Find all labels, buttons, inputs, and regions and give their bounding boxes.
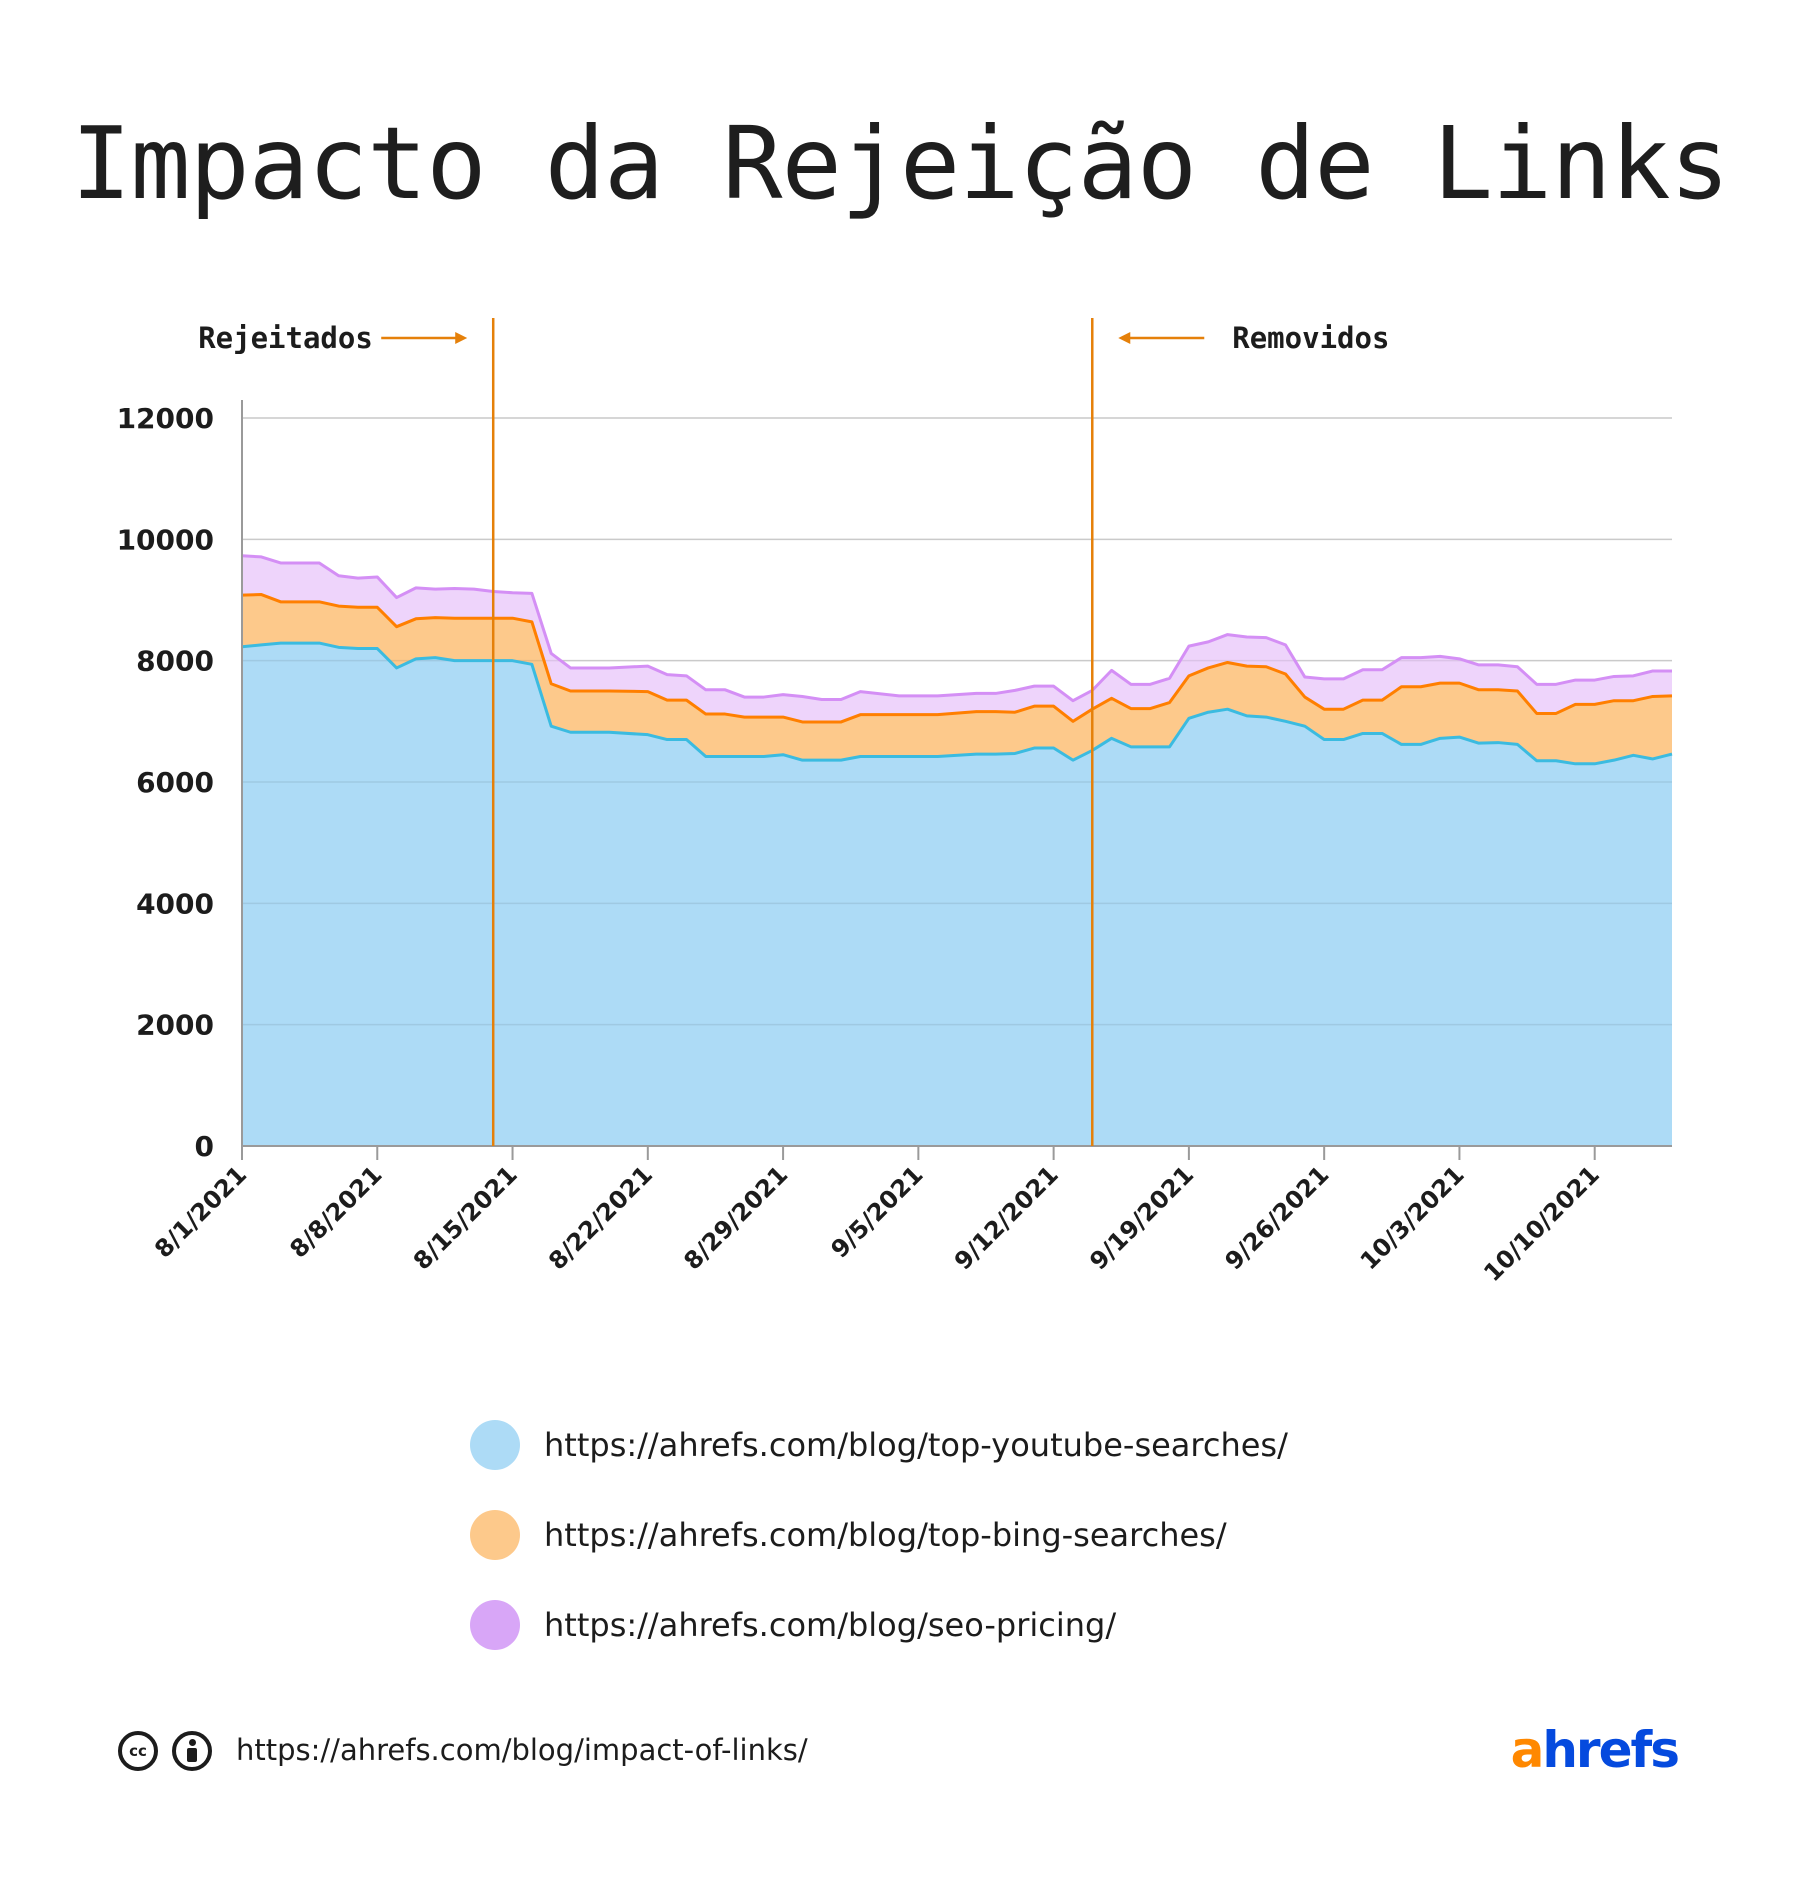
y-tick-0: 0: [195, 1130, 214, 1163]
source-url: https://ahrefs.com/blog/impact-of-links/: [236, 1733, 808, 1767]
legend-swatch-bing: [470, 1510, 520, 1560]
y-tick-2000: 2000: [136, 1009, 214, 1042]
arrowhead-right-icon: [455, 332, 468, 344]
annotation-label-0: Rejeitados: [198, 321, 373, 355]
axes: [241, 400, 1672, 1160]
y-tick-labels: 0 2000 4000 6000 8000 10000 12000: [117, 402, 214, 1163]
x-tick-9/26/2021: 9/26/2021: [1220, 1160, 1335, 1275]
x-tick-10/3/2021: 10/3/2021: [1355, 1160, 1470, 1275]
legend-swatch-youtube: [470, 1420, 520, 1470]
y-tick-6000: 6000: [136, 766, 214, 799]
x-tick-9/19/2021: 9/19/2021: [1084, 1160, 1199, 1275]
chart-title: Impacto da Rejeição de Links: [71, 105, 1730, 222]
y-tick-4000: 4000: [136, 887, 214, 920]
legend-item-bing: https://ahrefs.com/blog/top-bing-searche…: [470, 1490, 1288, 1580]
x-tick-8/15/2021: 8/15/2021: [408, 1160, 523, 1275]
series-areas: [241, 417, 1673, 1146]
x-tick-8/22/2021: 8/22/2021: [543, 1160, 658, 1275]
line-bing: [241, 593, 1673, 724]
legend-label-bing: https://ahrefs.com/blog/top-bing-searche…: [544, 1516, 1227, 1554]
area-youtube: [242, 643, 1672, 1146]
y-tick-10000: 10000: [117, 523, 214, 556]
footer: cc https://ahrefs.com/blog/impact-of-lin…: [118, 1721, 1680, 1785]
x-tick-labels: 8/1/2021 8/8/2021 8/15/2021 8/22/2021 8/29/2…: [149, 1160, 1605, 1287]
line-pricing: [241, 554, 1672, 703]
legend-label-pricing: https://ahrefs.com/blog/seo-pricing/: [544, 1606, 1117, 1644]
logo-rest: hrefs: [1542, 1721, 1680, 1779]
x-tick-8/8/2021: 8/8/2021: [284, 1160, 387, 1263]
x-tick-8/29/2021: 8/29/2021: [678, 1160, 793, 1275]
arrowhead-left-icon: [1118, 332, 1131, 344]
area-pricing: [242, 555, 1672, 722]
logo-a: a: [1510, 1721, 1545, 1779]
legend: https://ahrefs.com/blog/top-youtube-sear…: [470, 1400, 1288, 1670]
area-bing: [242, 594, 1672, 764]
y-tick-12000: 12000: [117, 402, 214, 435]
cc-icon: cc: [118, 1731, 158, 1771]
x-tick-9/5/2021: 9/5/2021: [826, 1160, 929, 1263]
x-tick-8/1/2021: 8/1/2021: [149, 1160, 252, 1263]
x-tick-10/10/2021: 10/10/2021: [1478, 1160, 1605, 1287]
legend-item-youtube: https://ahrefs.com/blog/top-youtube-sear…: [470, 1400, 1288, 1490]
annotation-label-1: Removidos: [1232, 321, 1389, 355]
cc-label: cc: [129, 1742, 147, 1760]
legend-swatch-pricing: [470, 1600, 520, 1650]
x-tick-9/12/2021: 9/12/2021: [949, 1160, 1064, 1275]
ahrefs-logo: ahrefs: [1510, 1721, 1680, 1779]
legend-item-pricing: https://ahrefs.com/blog/seo-pricing/: [470, 1580, 1288, 1670]
legend-label-youtube: https://ahrefs.com/blog/top-youtube-sear…: [544, 1426, 1288, 1464]
line-youtube: [241, 641, 1673, 766]
annotations: Rejeitados Removidos: [198, 318, 1389, 1146]
license-icons: cc: [118, 1731, 226, 1771]
stacked-area-chart: 0 2000 4000 6000 8000 10000 12000 8/1/2021 8/8/…: [117, 318, 1673, 1287]
y-tick-8000: 8000: [136, 645, 214, 678]
attribution-icon: [172, 1731, 212, 1771]
